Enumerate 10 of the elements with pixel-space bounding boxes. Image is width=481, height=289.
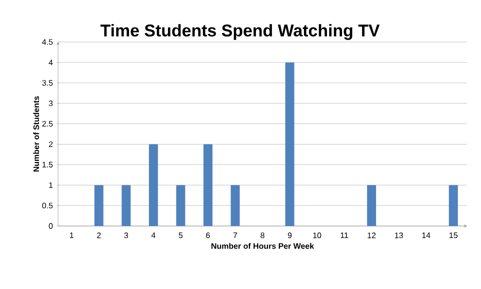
bar	[448, 185, 458, 226]
bar	[148, 144, 158, 226]
bar	[94, 185, 104, 226]
bar	[122, 185, 131, 226]
bar	[176, 185, 186, 226]
bar	[367, 185, 376, 226]
bar	[230, 185, 240, 226]
bar	[285, 62, 294, 226]
chart-title: Time Students Spend Watching TV	[100, 24, 380, 40]
bar	[203, 144, 212, 226]
